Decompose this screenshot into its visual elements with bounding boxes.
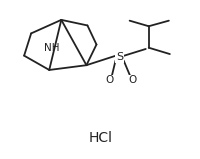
Text: NH: NH [43,43,59,53]
Text: HCl: HCl [88,131,112,145]
Text: S: S [115,52,123,62]
Text: O: O [128,75,136,85]
Text: O: O [105,75,113,85]
